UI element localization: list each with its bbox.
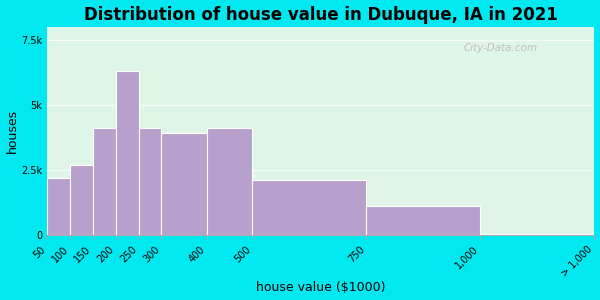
Bar <box>139 128 161 235</box>
Bar <box>481 234 595 235</box>
Bar <box>70 165 93 235</box>
Text: City-Data.com: City-Data.com <box>463 43 537 53</box>
Bar <box>367 206 481 235</box>
Y-axis label: houses: houses <box>5 109 19 153</box>
Bar <box>47 178 70 235</box>
Bar <box>93 128 116 235</box>
Bar <box>116 71 139 235</box>
Bar <box>161 134 207 235</box>
Title: Distribution of house value in Dubuque, IA in 2021: Distribution of house value in Dubuque, … <box>84 6 558 24</box>
Bar <box>207 128 253 235</box>
X-axis label: house value ($1000): house value ($1000) <box>256 281 386 294</box>
Bar <box>253 180 367 235</box>
Bar <box>595 227 600 235</box>
